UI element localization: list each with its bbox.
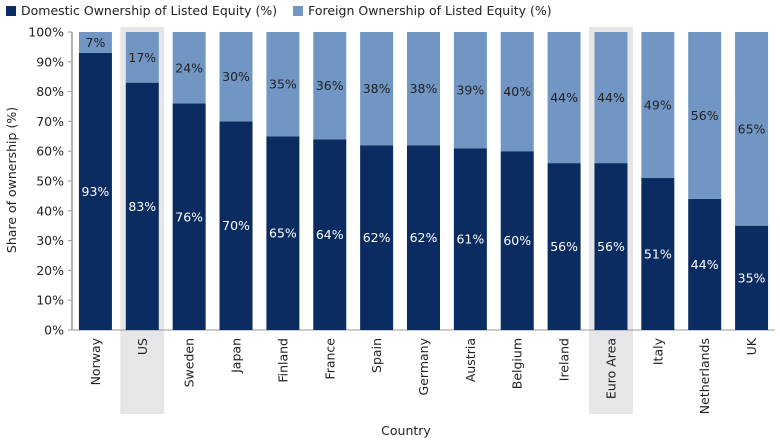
bar-domestic [78, 52, 112, 331]
bar-domestic [266, 136, 300, 330]
data-label-domestic: 65% [269, 226, 297, 241]
bar-domestic [172, 103, 206, 331]
y-tick-label: 0% [44, 323, 64, 338]
bar-foreign [453, 32, 487, 149]
data-label-foreign: 38% [410, 81, 438, 96]
bar-foreign [500, 32, 534, 152]
data-label-domestic: 62% [363, 230, 391, 245]
legend: Domestic Ownership of Listed Equity (%) … [6, 3, 568, 18]
y-tick-label: 30% [36, 233, 64, 248]
x-tick-label: Japan [229, 338, 244, 374]
bar-domestic [500, 151, 534, 330]
legend-label-domestic: Domestic Ownership of Listed Equity (%) [21, 3, 278, 18]
bar-foreign [641, 32, 675, 179]
data-label-domestic: 60% [503, 233, 531, 248]
bar-domestic [641, 178, 675, 330]
bar-foreign [688, 32, 722, 199]
bar-foreign [407, 32, 440, 146]
x-tick-label: France [322, 338, 337, 380]
data-label-foreign: 36% [316, 78, 344, 93]
data-label-domestic: 93% [82, 184, 110, 199]
data-label-domestic: 35% [738, 270, 766, 285]
bar-foreign [78, 32, 112, 53]
bar-foreign [125, 32, 159, 83]
y-tick-label: 60% [36, 144, 64, 159]
data-label-foreign: 7% [86, 35, 106, 50]
y-tick-label: 10% [36, 293, 64, 308]
bar-domestic [688, 198, 722, 330]
y-tick-label: 20% [36, 263, 64, 278]
data-label-foreign: 38% [363, 81, 391, 96]
data-label-domestic: 62% [410, 230, 438, 245]
data-label-foreign: 56% [691, 108, 719, 123]
bar-foreign [219, 32, 253, 122]
legend-item-domestic: Domestic Ownership of Listed Equity (%) [6, 3, 277, 18]
legend-label-foreign: Foreign Ownership of Listed Equity (%) [308, 3, 552, 18]
bar-domestic [360, 145, 394, 330]
bar-domestic [125, 82, 159, 330]
data-label-domestic: 61% [456, 232, 484, 247]
x-tick-label: Germany [416, 337, 431, 395]
data-label-foreign: 44% [597, 90, 625, 105]
y-tick-label: 40% [36, 203, 64, 218]
x-tick-label: Spain [369, 338, 384, 373]
x-tick-label: Ireland [557, 338, 572, 381]
x-tick-label: Finland [275, 338, 290, 383]
x-tick-label: Netherlands [697, 338, 712, 414]
data-label-foreign: 30% [222, 69, 250, 84]
legend-swatch-domestic [6, 5, 16, 16]
data-label-domestic: 56% [597, 239, 625, 254]
x-tick-label: Sweden [182, 338, 197, 387]
data-label-domestic: 83% [128, 199, 156, 214]
y-tick-label: 100% [28, 25, 64, 40]
bar-foreign [547, 32, 581, 164]
data-label-foreign: 40% [503, 84, 531, 99]
x-axis-title: Country [381, 423, 431, 438]
bar-foreign [360, 32, 394, 146]
bar-domestic [219, 121, 253, 331]
legend-item-foreign: Foreign Ownership of Listed Equity (%) [293, 3, 552, 18]
data-label-foreign: 24% [175, 60, 203, 75]
y-tick-label: 90% [36, 54, 64, 69]
data-label-domestic: 44% [691, 257, 719, 272]
x-tick-label: Euro Area [603, 338, 618, 399]
data-label-domestic: 51% [644, 247, 672, 262]
data-label-domestic: 64% [316, 227, 344, 242]
bar-domestic [735, 225, 769, 330]
data-label-foreign: 44% [550, 90, 578, 105]
legend-swatch-foreign [293, 5, 304, 16]
x-tick-label: US [135, 338, 150, 355]
y-tick-label: 80% [36, 84, 64, 99]
data-label-domestic: 70% [222, 218, 250, 233]
x-tick-label: Norway [88, 337, 103, 385]
bar-foreign [735, 32, 769, 226]
bar-foreign [594, 32, 628, 164]
bar-domestic [547, 163, 581, 330]
x-tick-label: UK [744, 337, 759, 355]
bar-foreign [313, 32, 347, 140]
data-label-foreign: 39% [456, 83, 484, 98]
x-tick-label: Italy [650, 337, 665, 365]
y-tick-label: 50% [36, 174, 64, 189]
bar-foreign [266, 32, 300, 137]
x-tick-label: Austria [463, 338, 478, 382]
bar-domestic [407, 145, 440, 330]
y-tick-label: 70% [36, 114, 64, 129]
bar-domestic [594, 163, 628, 330]
data-label-domestic: 56% [550, 239, 578, 254]
data-label-foreign: 17% [128, 50, 156, 65]
data-label-foreign: 65% [738, 121, 766, 136]
bar-domestic [453, 148, 487, 330]
y-axis-title: Share of ownership (%) [4, 107, 19, 253]
x-tick-label: Belgium [510, 338, 525, 389]
data-label-domestic: 76% [175, 209, 203, 224]
data-label-foreign: 49% [644, 98, 672, 113]
bar-foreign [172, 32, 206, 104]
bar-domestic [313, 139, 347, 330]
data-label-foreign: 35% [269, 77, 297, 92]
